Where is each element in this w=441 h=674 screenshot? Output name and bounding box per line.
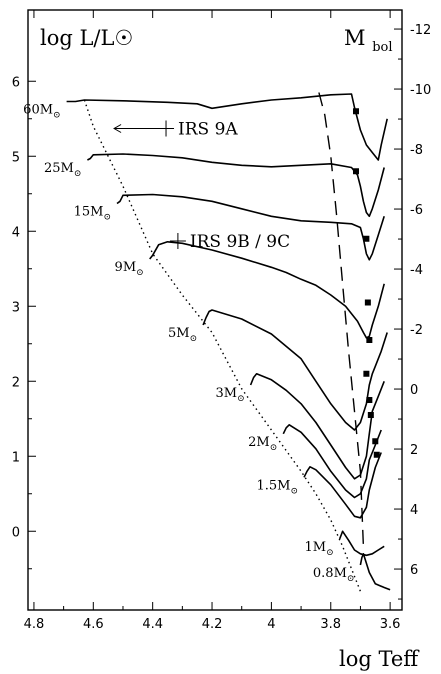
track-line-8: [338, 530, 385, 557]
track-line-6: [282, 424, 382, 499]
y-right-tick-label-5: -2: [410, 323, 423, 338]
track-label-main: 1M: [305, 540, 327, 555]
x-tick-label-2: 4.4: [142, 617, 163, 632]
square-marker-1: [352, 168, 359, 175]
track-line-4: [202, 309, 388, 431]
track-label-sub: ⊙: [136, 268, 144, 278]
track-label-main: 9M: [115, 260, 137, 275]
x-tick-label-3: 4.2: [202, 617, 223, 632]
plot-frame: [27, 9, 403, 611]
track-label-sub: ⊙: [291, 486, 299, 496]
y-left-tick-label-5: 1: [12, 450, 20, 465]
x-tick-label-4: 4: [267, 617, 275, 632]
track-label-main: 5M: [168, 326, 190, 341]
reference-curves: [83, 92, 365, 592]
track-label-sub: ⊙: [104, 213, 112, 223]
y-right-tick-label-4: -4: [410, 263, 423, 278]
track-label-7: 1.5M⊙: [257, 478, 299, 496]
square-marker-8: [372, 438, 379, 445]
square-marker-6: [366, 397, 373, 403]
track-label-sub: ⊙: [190, 334, 198, 344]
square-marker-2: [363, 235, 370, 242]
track-label-0: 60M⊙: [23, 103, 60, 121]
track-label-main: 25M: [44, 161, 74, 176]
x-tick-label-6: 3.6: [380, 617, 401, 632]
square-marker-0: [352, 108, 359, 115]
track-label-main: 2M: [248, 435, 270, 450]
track-line-2: [116, 193, 385, 261]
track-label-2: 15M⊙: [74, 205, 111, 223]
source-points: IRS 9A IRS 9B / 9C: [113, 120, 290, 252]
track-label-sub: ⊙: [53, 111, 61, 121]
square-marker-9: [373, 451, 380, 458]
track-label-5: 3M⊙: [215, 386, 244, 404]
track-line-1: [87, 153, 385, 218]
track-line-5: [249, 373, 385, 480]
y-right-tick-label-0: -12: [410, 23, 431, 38]
y-right-tick-label-1: -10: [410, 83, 431, 98]
x-tick-label-0: 4.8: [24, 617, 45, 632]
track-label-9: 0.8M⊙: [313, 566, 355, 584]
track-line-7: [303, 452, 382, 519]
square-marker-4: [366, 337, 373, 343]
track-label-main: 60M: [23, 103, 53, 118]
dashed-boundary-curve: [318, 92, 365, 547]
source-label-1: IRS 9B / 9C: [190, 232, 290, 252]
track-label-3: 9M⊙: [115, 260, 144, 278]
y-right-tick-label-9: 6: [410, 563, 418, 578]
track-label-sub: ⊙: [74, 169, 82, 179]
y-left-tick-label-0: 6: [12, 75, 20, 90]
track-label-sub: ⊙: [237, 394, 245, 404]
track-label-main: 3M: [215, 386, 237, 401]
x-tick-label-1: 4.6: [83, 617, 104, 632]
y-axis-left-title: log L/L☉: [40, 26, 133, 50]
y-left-tick-label-3: 3: [12, 300, 20, 315]
track-label-1: 25M⊙: [44, 161, 81, 179]
track-label-main: 0.8M: [313, 566, 347, 581]
track-label-6: 2M⊙: [248, 435, 277, 453]
y-left-tick-label-2: 4: [12, 225, 20, 240]
axes: 4.8 4.6 4.4 4.2 4 3.8 3.6 6 5 4 3 2 1 0 -12 -10 -8 -6 -4 -2…: [12, 10, 431, 632]
y-axis-right-title-main: M: [344, 26, 366, 50]
square-marker-3: [364, 299, 371, 306]
y-axis-right-title: M bol: [344, 26, 393, 55]
y-axis-right-title-sub: bol: [372, 40, 392, 55]
track-label-8: 1M⊙: [305, 540, 334, 558]
track-label-main: 1.5M: [257, 478, 291, 493]
y-left-tick-label-6: 0: [12, 525, 20, 540]
track-label-sub: ⊙: [270, 443, 278, 453]
source-label-0: IRS 9A: [178, 120, 238, 140]
y-right-tick-label-8: 4: [410, 503, 418, 518]
square-marker-7: [367, 412, 374, 418]
evolutionary-tracks: 60M⊙25M⊙15M⊙9M⊙5M⊙3M⊙2M⊙1.5M⊙1M⊙0.8M⊙: [23, 93, 391, 591]
track-label-main: 15M: [74, 205, 104, 220]
track-label-sub: ⊙: [326, 548, 334, 558]
y-right-tick-label-3: -6: [410, 203, 423, 218]
square-marker-5: [363, 370, 370, 377]
track-label-4: 5M⊙: [168, 326, 197, 344]
track-line-0: [66, 93, 388, 161]
track-label-sub: ⊙: [347, 574, 355, 584]
y-right-tick-label-2: -8: [410, 143, 423, 158]
track-markers: [352, 108, 380, 458]
x-tick-label-5: 3.8: [320, 617, 341, 632]
x-axis-title: log Teff: [339, 647, 420, 671]
track-line-3: [149, 241, 385, 339]
zams-dotted-curve: [83, 99, 362, 592]
y-left-tick-label-4: 2: [12, 375, 20, 390]
y-left-tick-label-1: 5: [12, 150, 20, 165]
track-line-9: [359, 553, 391, 591]
source-arrow-head-0: [113, 124, 122, 133]
y-right-tick-label-7: 2: [410, 443, 418, 458]
y-right-tick-label-6: 0: [410, 383, 418, 398]
